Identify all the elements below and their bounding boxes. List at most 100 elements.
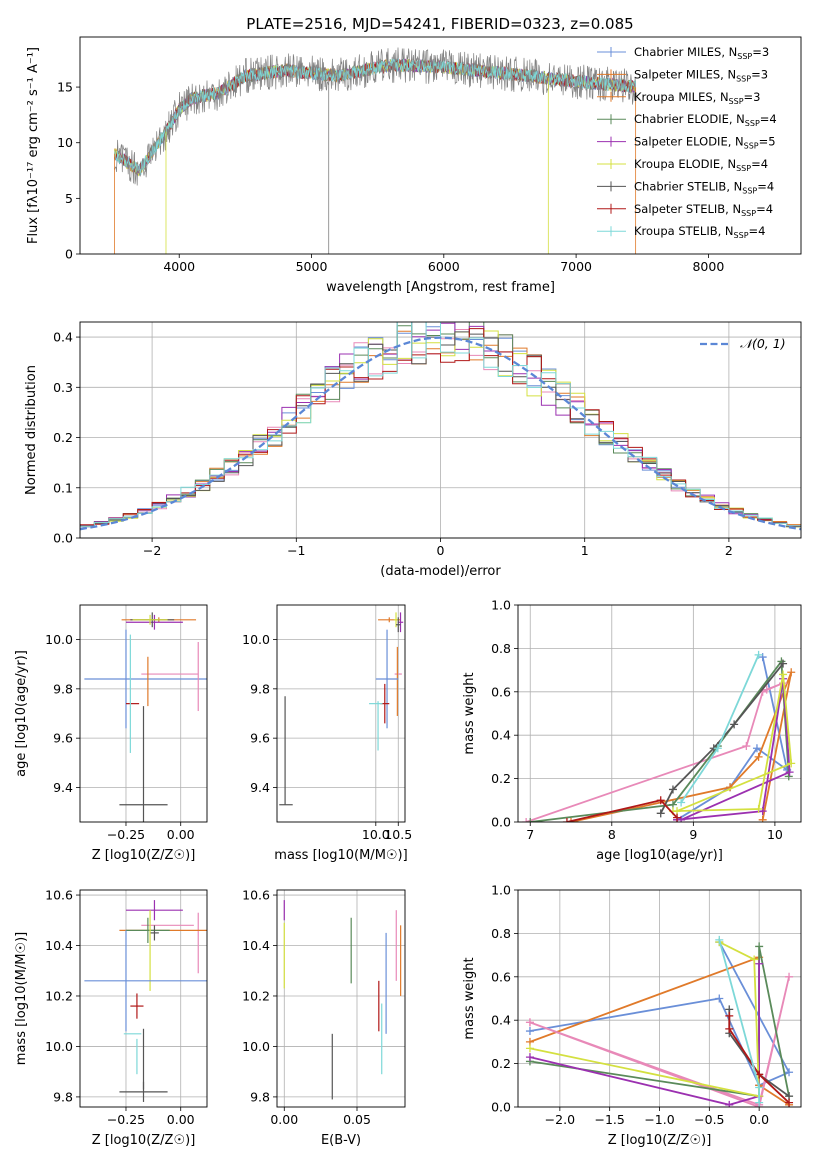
x-tick-label: 10.5 xyxy=(384,827,412,842)
x-tick-label: 6000 xyxy=(428,259,460,274)
y-tick-label: 0.3 xyxy=(53,380,73,395)
mass-weight-marker xyxy=(725,1100,734,1107)
x-tick-label: 4000 xyxy=(163,259,195,274)
mass-weight-marker xyxy=(752,744,761,753)
mass-weight-marker xyxy=(755,959,764,968)
mass-weight-marker xyxy=(754,650,763,659)
x-tick-label: 10.0 xyxy=(362,827,390,842)
y-tick-label: 0.4 xyxy=(53,330,73,345)
y-tick-label: 9.4 xyxy=(53,780,73,795)
hist-frame xyxy=(79,321,802,539)
legend-entry: Chabrier MILES, NSSP=3 xyxy=(634,45,769,61)
mass-weight-marker xyxy=(730,720,739,729)
y-tick-label: 0.8 xyxy=(491,641,511,656)
y-tick-label: 10.6 xyxy=(45,888,73,903)
x-tick-label: 2 xyxy=(725,543,733,558)
mass-weight-marker xyxy=(785,972,794,981)
mass-weight-series xyxy=(529,941,761,1098)
y-tick-label: 10.0 xyxy=(242,632,270,647)
mass-weight-marker xyxy=(762,685,771,694)
mass-weight-marker xyxy=(673,813,682,822)
y-tick-label: 10.4 xyxy=(242,938,270,953)
mass-weight-marker xyxy=(754,804,763,813)
x-tick-label: −0.25 xyxy=(107,1112,145,1127)
age-vs-Z-frame xyxy=(79,604,208,823)
legend-entry: Kroupa STELIB, NSSP=4 xyxy=(634,224,765,240)
mass-weight-marker xyxy=(785,768,794,777)
x-tick-label: 5000 xyxy=(296,259,328,274)
y-tick-label: 0.0 xyxy=(53,531,73,546)
mass-weight-marker xyxy=(779,659,788,668)
massweight-vs-Z-xlabel: Z [log10(Z/Z☉)] xyxy=(608,1133,712,1148)
legend-entry: Salpeter ELODIE, NSSP=5 xyxy=(634,135,776,151)
mass-weight-marker xyxy=(713,744,722,753)
mass-weight-marker xyxy=(526,818,535,822)
y-tick-label: 0.6 xyxy=(491,969,511,984)
mass-weight-marker xyxy=(562,818,571,822)
x-tick-label: 0 xyxy=(437,543,445,558)
mass-weight-marker xyxy=(787,668,796,677)
y-tick-label: 0.2 xyxy=(491,1056,511,1071)
residual-hist-xlabel: (data-model)/error xyxy=(380,564,501,579)
residual-hist-axes: −2 −1 0 1 2 0.0 0.1 0.2 0.3 0.4 xyxy=(53,322,801,558)
y-tick-label: 9.8 xyxy=(250,1089,270,1104)
x-tick-label: −0.5 xyxy=(694,1112,724,1127)
mass-weight-marker xyxy=(742,742,751,751)
massweight-vs-age-axes: 7 8 9 10 0.0 0.2 0.4 0.6 0.8 1.0 xyxy=(491,598,801,842)
mass-vs-EBV-axes: 0.00 0.05 9.8 10.0 10.2 10.4 10.6 xyxy=(242,888,405,1127)
massweight-vs-Z-ylabel: mass weight xyxy=(462,957,477,1039)
y-tick-label: 0.0 xyxy=(491,815,511,830)
x-tick-label: 7 xyxy=(526,827,534,842)
mass-vs-Z-ylabel: mass [log10(M/M☉)] xyxy=(14,932,29,1065)
legend-entry: 𝒩(0, 1) xyxy=(740,336,786,351)
massweight-vs-Z-axes: −2.0 −1.5 −1.0 −0.5 0.0 0.0 0.2 0.4 0.6 0.8 1.0 xyxy=(491,883,801,1127)
massweight-vs-age-xlabel: age [log10(age/yr)] xyxy=(596,848,723,863)
y-tick-label: 9.6 xyxy=(53,731,73,746)
y-tick-label: 5 xyxy=(65,191,73,206)
mass-weight-marker xyxy=(525,1053,534,1062)
x-tick-label: 1 xyxy=(581,543,589,558)
y-tick-label: 10.0 xyxy=(45,632,73,647)
histogram-step xyxy=(80,322,801,528)
errorbar-point xyxy=(119,706,168,822)
massweight-vs-Z-frame xyxy=(517,889,802,1108)
y-tick-label: 0.1 xyxy=(53,480,73,495)
age-vs-mass-frame xyxy=(276,604,406,823)
y-tick-label: 9.8 xyxy=(53,681,73,696)
age-vs-mass-xlabel: mass [log10(M/M☉)] xyxy=(274,848,407,863)
mass-weight-marker xyxy=(754,752,763,761)
mass-weight-series xyxy=(680,654,760,804)
spectrum-frame xyxy=(79,36,802,255)
figure-title: PLATE=2516, MJD=54241, FIBERID=0323, z=0… xyxy=(246,15,633,33)
mass-weight-marker xyxy=(758,653,767,662)
residual-hist-ylabel: Normed distribution xyxy=(24,365,39,495)
x-tick-label: 0.00 xyxy=(167,1112,195,1127)
x-tick-label: 10 xyxy=(767,827,783,842)
y-tick-label: 9.6 xyxy=(250,731,270,746)
errorbar-point xyxy=(150,925,159,941)
y-tick-label: 10.0 xyxy=(242,1039,270,1054)
mass-weight-marker xyxy=(725,1011,734,1020)
massweight-vs-age-ylabel: mass weight xyxy=(462,672,477,754)
mass-weight-marker xyxy=(785,1098,794,1107)
x-tick-label: −2.0 xyxy=(545,1112,575,1127)
y-tick-label: 10.4 xyxy=(45,938,73,953)
y-tick-label: 1.0 xyxy=(491,598,511,613)
errorbar-point xyxy=(125,614,183,630)
y-tick-label: 10.2 xyxy=(242,988,270,1003)
spectrum-xlabel: wavelength [Angstrom, rest frame] xyxy=(326,280,555,295)
y-tick-label: 0.0 xyxy=(491,1100,511,1115)
y-tick-label: 0.6 xyxy=(491,684,511,699)
mass-vs-Z-frame xyxy=(79,889,208,1108)
mass-weight-marker xyxy=(758,815,767,822)
mass-weight-series xyxy=(728,1015,790,1104)
mass-weight-series xyxy=(529,963,760,1106)
x-tick-label: 0.00 xyxy=(167,827,195,842)
mass-weight-marker xyxy=(758,807,767,816)
y-tick-label: 0.2 xyxy=(53,430,73,445)
age-vs-Z-ylabel: age [log10(age/yr)] xyxy=(14,650,29,777)
y-tick-label: 10.2 xyxy=(45,988,73,1003)
y-tick-label: 1.0 xyxy=(491,883,511,898)
x-tick-label: 9 xyxy=(689,827,697,842)
normal-curve xyxy=(79,336,802,531)
